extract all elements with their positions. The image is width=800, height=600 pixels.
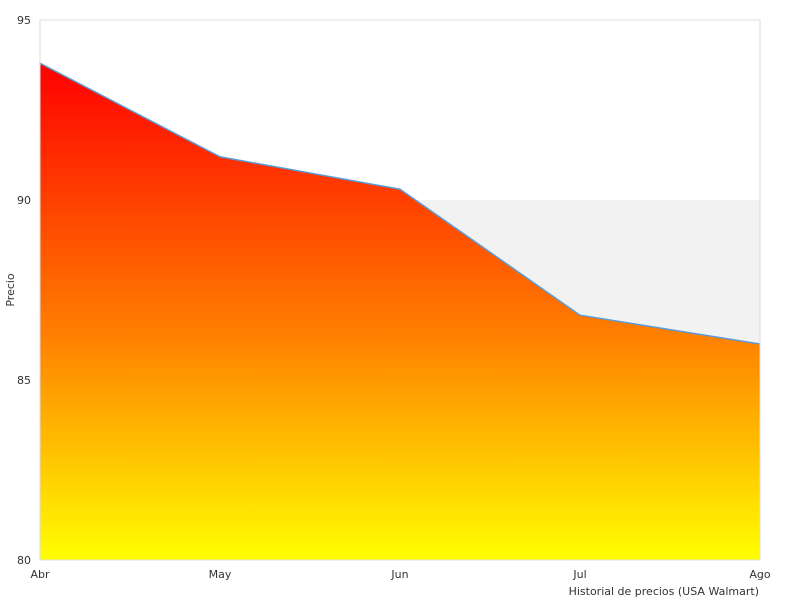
x-tick-label: Jun — [390, 568, 408, 581]
data-point — [399, 188, 401, 190]
y-axis-ticks: 95 90 85 80 — [17, 14, 31, 567]
data-point — [579, 314, 581, 317]
y-tick-label: 95 — [17, 14, 31, 27]
x-tick-label: Ago — [749, 568, 771, 581]
x-tick-label: Jul — [572, 568, 586, 581]
plot-border — [39, 19, 761, 561]
data-point — [219, 156, 221, 158]
y-tick-label: 80 — [17, 554, 31, 567]
plot-frame — [39, 19, 761, 561]
y-tick-label: 85 — [17, 374, 31, 387]
series-area — [40, 63, 760, 560]
x-axis-title: Historial de precios (USA Walmart) — [569, 585, 759, 598]
y-axis-title: Precio — [4, 273, 17, 307]
x-tick-label: Abr — [30, 568, 50, 581]
y-tick-label: 90 — [17, 194, 31, 207]
x-axis-ticks: Abr May Jun Jul Ago — [30, 568, 770, 581]
x-tick-label: May — [209, 568, 232, 581]
